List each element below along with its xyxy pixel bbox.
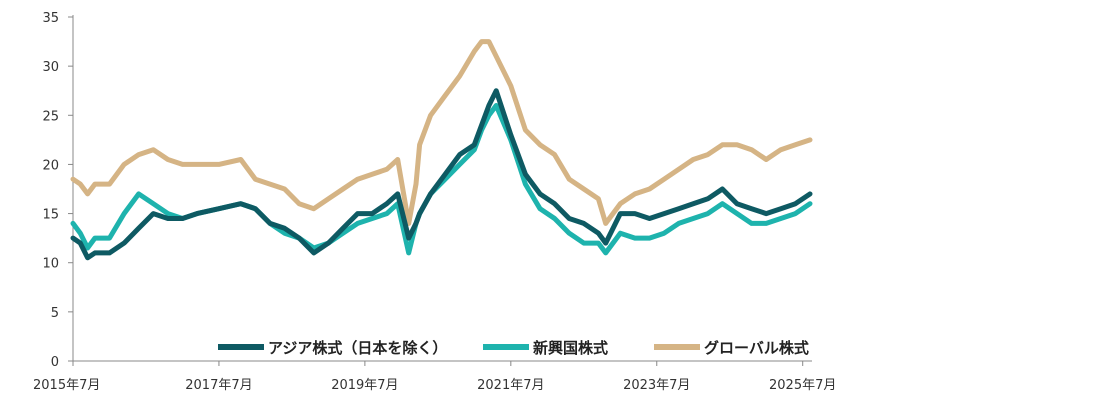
- x-axis: 2015年7月 2017年7月 2019年7月 2021年7月 2023年7月 2025年…: [33, 360, 836, 393]
- x-tick-label: 2025年7月: [769, 378, 836, 393]
- y-tick-label: 15: [42, 208, 59, 223]
- y-axis: 0 5 10 15 20 25 30 35: [42, 11, 74, 370]
- y-tick-label: 0: [51, 355, 59, 370]
- series-line-2: [70, 39, 813, 226]
- y-tick-label: 20: [42, 158, 59, 173]
- y-tick-label: 30: [42, 60, 59, 75]
- y-tick-label: 35: [42, 11, 59, 26]
- series-line-0: [70, 88, 813, 261]
- x-tick-label: 2019年7月: [331, 378, 398, 393]
- x-tick-label: 2017年7月: [185, 378, 252, 393]
- legend-label-2: グローバル株式: [704, 339, 809, 357]
- y-tick-label: 25: [42, 109, 59, 124]
- x-tick-label: 2023年7月: [623, 378, 690, 393]
- series-layer: [70, 39, 813, 261]
- x-tick-label: 2015年7月: [33, 378, 100, 393]
- legend-label-1: 新興国株式: [533, 339, 608, 357]
- legend-label-0: アジア株式（日本を除く）: [268, 339, 447, 357]
- y-tick-label: 10: [42, 257, 59, 272]
- x-tick-label: 2021年7月: [477, 378, 544, 393]
- y-tick-label: 5: [51, 306, 59, 321]
- legend: アジア株式（日本を除く） 新興国株式 グローバル株式: [218, 339, 809, 357]
